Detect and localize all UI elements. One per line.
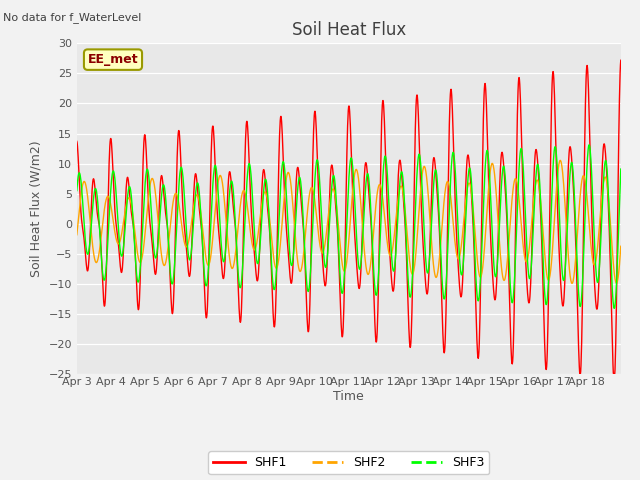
Text: EE_met: EE_met xyxy=(88,53,138,66)
Text: No data for f_WaterLevel: No data for f_WaterLevel xyxy=(3,12,141,23)
Title: Soil Heat Flux: Soil Heat Flux xyxy=(292,21,406,39)
Y-axis label: Soil Heat Flux (W/m2): Soil Heat Flux (W/m2) xyxy=(30,141,43,277)
Legend: SHF1, SHF2, SHF3: SHF1, SHF2, SHF3 xyxy=(209,451,489,474)
X-axis label: Time: Time xyxy=(333,390,364,403)
